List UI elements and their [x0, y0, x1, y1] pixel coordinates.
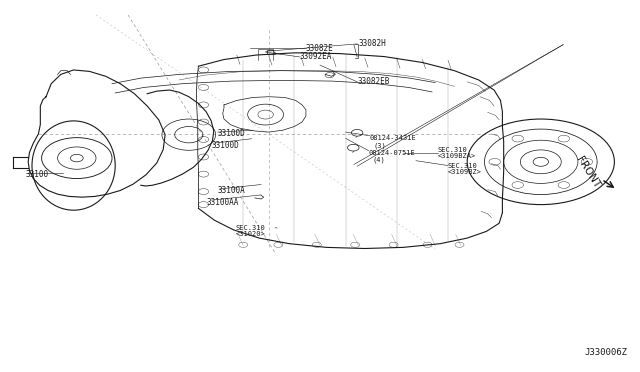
Text: 33100D: 33100D [211, 141, 239, 150]
Text: 33100: 33100 [26, 170, 49, 179]
Text: (3): (3) [374, 142, 387, 149]
Text: SEC.310: SEC.310 [236, 225, 265, 231]
Text: (4): (4) [372, 157, 385, 163]
Text: 33100D: 33100D [218, 129, 245, 138]
Text: J330006Z: J330006Z [584, 348, 627, 357]
Text: 33092EA: 33092EA [300, 52, 332, 61]
Text: 33100A: 33100A [218, 186, 245, 195]
Text: SEC.310: SEC.310 [448, 163, 477, 169]
Text: FRONT: FRONT [574, 154, 601, 189]
Text: 08124-3431E: 08124-3431E [370, 135, 417, 141]
Text: <3109BZA>: <3109BZA> [438, 153, 476, 159]
Text: 33082E: 33082E [306, 44, 333, 53]
Text: 33100AA: 33100AA [206, 198, 239, 207]
Text: 08124-0751E: 08124-0751E [369, 150, 415, 155]
Text: <3109BZ>: <3109BZ> [448, 169, 482, 175]
Text: 33082EB: 33082EB [357, 77, 390, 86]
Text: <31020>: <31020> [236, 231, 265, 237]
Text: 33082H: 33082H [358, 39, 386, 48]
Text: SEC.310: SEC.310 [438, 147, 467, 153]
